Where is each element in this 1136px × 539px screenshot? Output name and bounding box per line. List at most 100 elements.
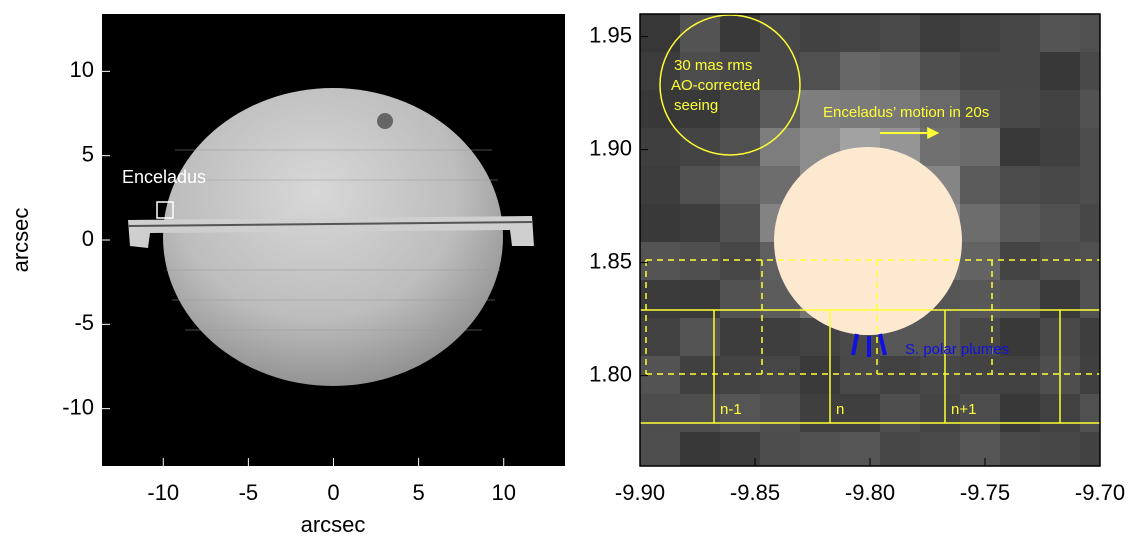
pixel [640, 204, 680, 242]
x-tick-label: -9.85 [730, 480, 780, 505]
pixel [1000, 280, 1040, 318]
pixel [880, 14, 920, 52]
pixel [1000, 14, 1040, 52]
pixel [960, 52, 1000, 90]
annotation: S. polar plumes [905, 341, 1009, 358]
pixel [640, 14, 680, 52]
y-tick-label: -10 [62, 394, 94, 419]
pixel [720, 90, 760, 128]
annotation: Enceladus [122, 167, 206, 187]
pixel [720, 280, 760, 318]
pixel [960, 166, 1000, 204]
x-tick-label: -9.70 [1075, 480, 1125, 505]
pixel [1040, 432, 1080, 470]
annotation: seeing [674, 97, 718, 114]
enceladus-disk [774, 147, 962, 335]
pixel [720, 318, 760, 356]
pixel [1000, 204, 1040, 242]
pixel [1000, 242, 1040, 280]
pixel [1040, 242, 1080, 280]
pixel [840, 394, 880, 432]
y-tick-label: 0 [82, 226, 94, 251]
y-tick-label: 1.85 [589, 248, 632, 273]
pixel [800, 14, 840, 52]
y-tick-label: 5 [82, 141, 94, 166]
pixel [760, 432, 800, 470]
x-tick-label: -10 [147, 480, 179, 505]
x-axis-label: arcsec [301, 512, 366, 537]
pixel [880, 52, 920, 90]
pixel [960, 432, 1000, 470]
pixel [800, 394, 840, 432]
pixel [640, 432, 680, 470]
pixel [720, 242, 760, 280]
annotation: 30 mas rms [674, 57, 752, 74]
pixel [760, 90, 800, 128]
x-tick-label: 5 [412, 480, 424, 505]
pixel [800, 356, 840, 394]
annotation: n+1 [951, 401, 976, 418]
y-tick-label: 1.80 [589, 361, 632, 386]
x-tick-label: -9.75 [960, 480, 1010, 505]
pixel [760, 318, 800, 356]
pixel [1040, 90, 1080, 128]
pixel [1000, 356, 1040, 394]
pixel [1000, 52, 1040, 90]
pixel [1040, 52, 1080, 90]
x-tick-label: 10 [491, 480, 515, 505]
x-tick-label: 0 [327, 480, 339, 505]
pixel [840, 432, 880, 470]
pixel [1040, 166, 1080, 204]
pixel [720, 356, 760, 394]
pixel [920, 52, 960, 90]
annotation: AO-corrected [671, 77, 760, 94]
pixel [680, 204, 720, 242]
pixel [1000, 394, 1040, 432]
pixel [640, 128, 680, 166]
pixel [1040, 128, 1080, 166]
pixel [840, 14, 880, 52]
pixel [880, 432, 920, 470]
pixel [800, 52, 840, 90]
pixel [1040, 14, 1080, 52]
x-tick-label: -9.90 [615, 480, 665, 505]
pixel [920, 432, 960, 470]
pixel [1000, 166, 1040, 204]
y-tick-label: 1.90 [589, 135, 632, 160]
pixel [680, 432, 720, 470]
pixel [1040, 204, 1080, 242]
pixel [680, 128, 720, 166]
pixel [960, 242, 1000, 280]
pixel [720, 128, 760, 166]
pixel [1000, 90, 1040, 128]
pixel [760, 356, 800, 394]
pixel [960, 204, 1000, 242]
pixel [920, 356, 960, 394]
annotation: n-1 [720, 401, 742, 418]
y-tick-label: 10 [70, 57, 94, 82]
pixel [720, 166, 760, 204]
pixel [880, 356, 920, 394]
y-tick-label: -5 [74, 310, 94, 335]
x-tick-label: -9.80 [845, 480, 895, 505]
pixel [760, 394, 800, 432]
figure: Enceladus 30 mas rms AO-corrected seeing… [0, 0, 1136, 539]
pixel [800, 432, 840, 470]
saturn-image: Enceladus [102, 14, 565, 466]
pixel [720, 432, 760, 470]
pixel [880, 394, 920, 432]
pixel [640, 394, 680, 432]
pixel [960, 14, 1000, 52]
pixel [720, 204, 760, 242]
pixel [640, 166, 680, 204]
y-tick-label: 1.95 [589, 22, 632, 47]
annotation: n [836, 401, 844, 418]
y-axis-label: arcsec [8, 208, 33, 273]
pixel [760, 14, 800, 52]
pixel [680, 14, 720, 52]
pixel [960, 356, 1000, 394]
x-tick-label: -5 [239, 480, 259, 505]
pixel [960, 128, 1000, 166]
pixel [840, 356, 880, 394]
pixel [1000, 432, 1040, 470]
